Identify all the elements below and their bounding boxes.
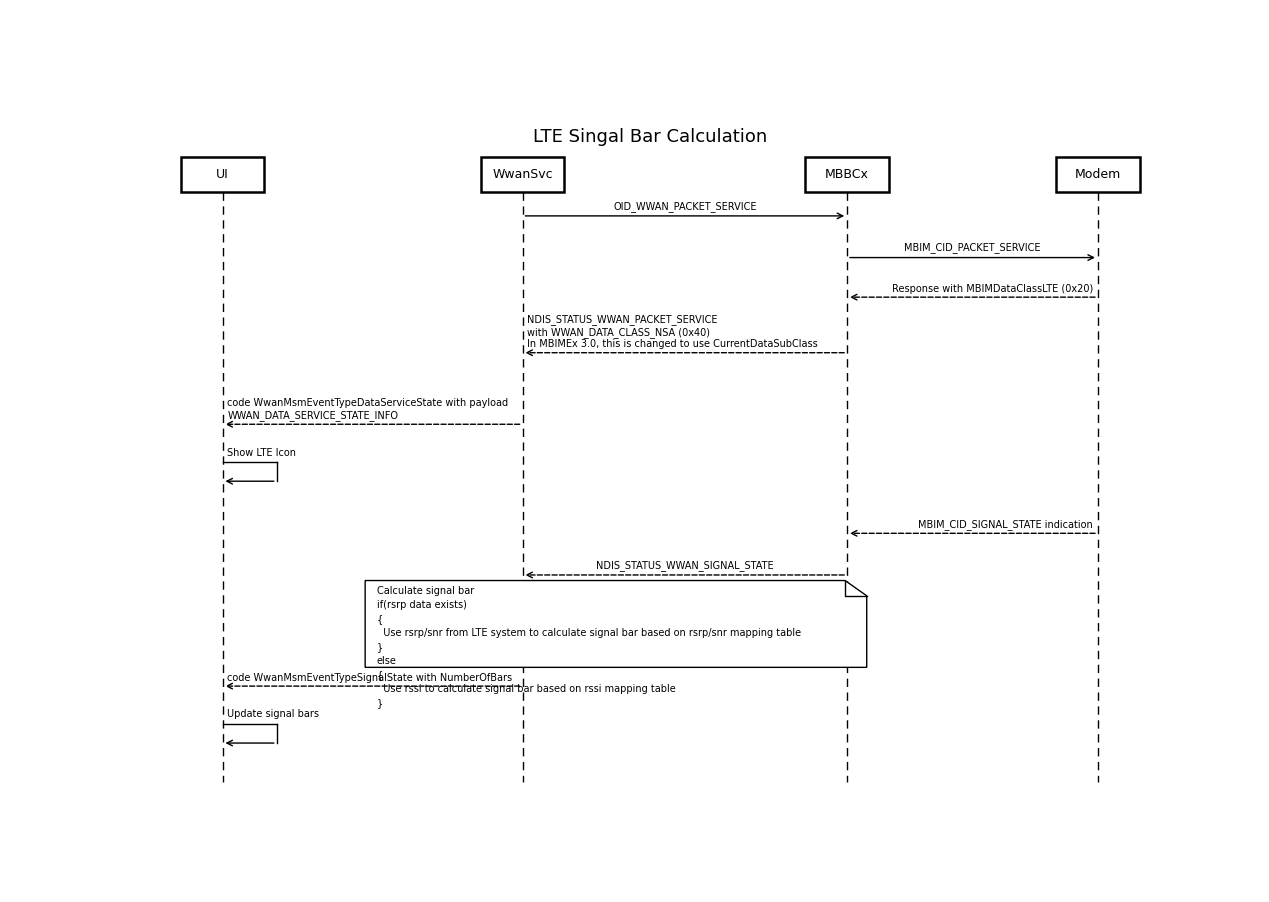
Text: Show LTE Icon: Show LTE Icon (227, 447, 297, 457)
Text: OID_WWAN_PACKET_SERVICE: OID_WWAN_PACKET_SERVICE (613, 201, 756, 212)
Text: LTE Singal Bar Calculation: LTE Singal Bar Calculation (533, 128, 768, 146)
Bar (481, 157, 565, 191)
Text: code WwanMsmEventTypeSignalState with NumberOfBars: code WwanMsmEventTypeSignalState with Nu… (227, 673, 513, 683)
Text: NDIS_STATUS_WWAN_SIGNAL_STATE: NDIS_STATUS_WWAN_SIGNAL_STATE (596, 560, 774, 571)
Bar (180, 157, 264, 191)
Text: MBBCx: MBBCx (825, 168, 869, 180)
Bar (806, 157, 888, 191)
Text: Calculate signal bar
if(rsrp data exists)
{
  Use rsrp/snr from LTE system to ca: Calculate signal bar if(rsrp data exists… (377, 586, 801, 708)
Text: Modem: Modem (1075, 168, 1121, 180)
Polygon shape (365, 581, 867, 667)
Text: WwanSvc: WwanSvc (492, 168, 553, 180)
Text: MBIM_CID_PACKET_SERVICE: MBIM_CID_PACKET_SERVICE (905, 243, 1041, 253)
Bar (1056, 157, 1140, 191)
Text: UI: UI (216, 168, 228, 180)
Text: Update signal bars: Update signal bars (227, 710, 320, 720)
Text: Response with MBIMDataClassLTE (0x20): Response with MBIMDataClassLTE (0x20) (892, 284, 1093, 294)
Text: code WwanMsmEventTypeDataServiceState with payload
WWAN_DATA_SERVICE_STATE_INFO: code WwanMsmEventTypeDataServiceState wi… (227, 399, 509, 420)
Text: NDIS_STATUS_WWAN_PACKET_SERVICE
with WWAN_DATA_CLASS_NSA (0x40)
In MBIMEx 3.0, t: NDIS_STATUS_WWAN_PACKET_SERVICE with WWA… (528, 314, 819, 349)
Text: MBIM_CID_SIGNAL_STATE indication: MBIM_CID_SIGNAL_STATE indication (919, 519, 1093, 529)
